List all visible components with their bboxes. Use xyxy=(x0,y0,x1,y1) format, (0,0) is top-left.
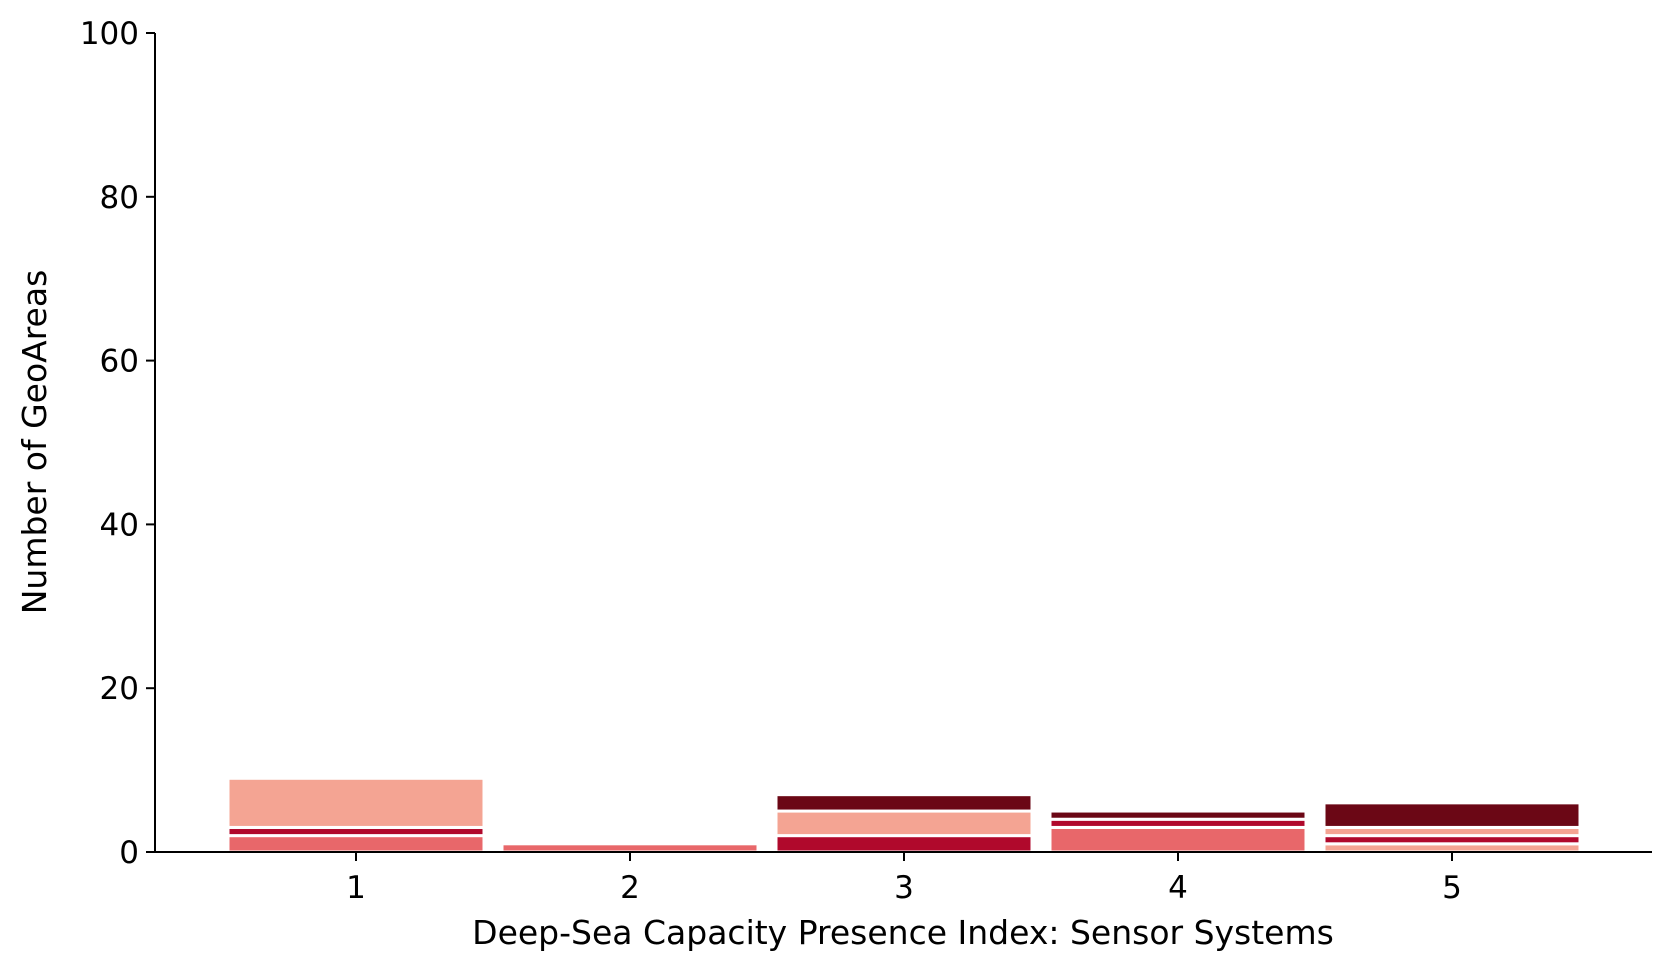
bar-segment xyxy=(500,842,760,854)
axes-layer xyxy=(154,33,1652,853)
x-tick-label: 5 xyxy=(1442,870,1462,906)
bar-segment xyxy=(226,834,486,854)
bar-segment xyxy=(1048,825,1308,854)
bar-segment xyxy=(1322,801,1582,829)
x-tick-label: 3 xyxy=(894,870,914,906)
y-tick-label: 20 xyxy=(100,671,139,707)
y-tick-label: 80 xyxy=(100,180,139,216)
y-tick-label: 0 xyxy=(119,835,139,871)
y-tick-label: 100 xyxy=(80,16,139,52)
y-tick-label: 40 xyxy=(100,507,139,543)
bar-segment xyxy=(774,793,1034,813)
bar-segment xyxy=(226,776,486,829)
bar-segment xyxy=(774,809,1034,838)
x-ticks: 1 2 3 4 5 xyxy=(346,852,1462,906)
y-ticks: 0 20 40 60 80 100 xyxy=(80,16,155,871)
bars-layer xyxy=(226,776,1582,854)
x-tick-label: 2 xyxy=(620,870,640,906)
bar-segment xyxy=(774,834,1034,854)
bar-segment xyxy=(1048,809,1308,821)
y-tick-label: 60 xyxy=(100,344,139,380)
y-axis-label: Number of GeoAreas xyxy=(15,270,54,615)
x-axis-label: Deep-Sea Capacity Presence Index: Sensor… xyxy=(472,913,1334,952)
x-tick-label: 1 xyxy=(346,870,366,906)
x-tick-label: 4 xyxy=(1168,870,1188,906)
